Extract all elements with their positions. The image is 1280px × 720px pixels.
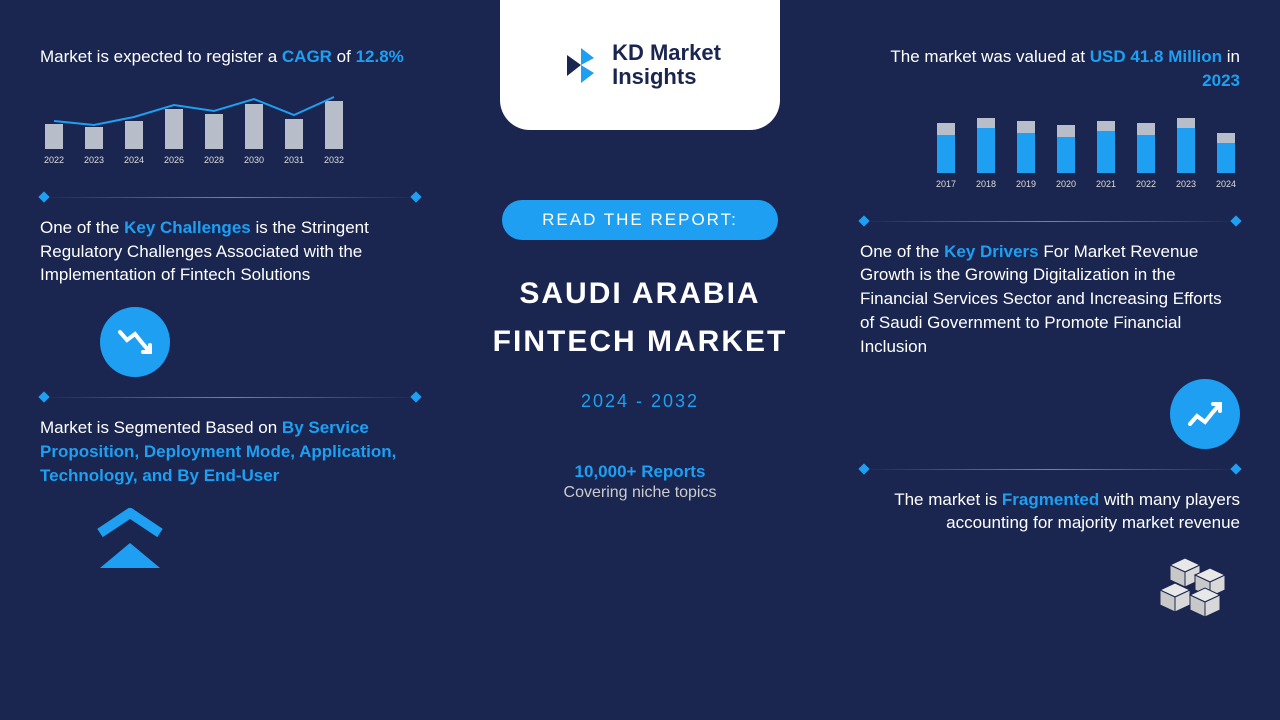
cagr-value: 12.8%	[356, 47, 404, 66]
main-title: SAUDI ARABIA FINTECH MARKET	[440, 270, 840, 366]
reports-sub: Covering niche topics	[440, 484, 840, 502]
value-text: The market was valued at USD 41.8 Millio…	[860, 45, 1240, 93]
center-column: KD Market Insights READ THE REPORT: SAUD…	[440, 0, 840, 720]
divider	[860, 221, 1240, 222]
value-mid: in	[1222, 47, 1240, 66]
title-line2: FINTECH MARKET	[440, 318, 840, 366]
value-hl: USD 41.8 Million	[1090, 47, 1222, 66]
cagr-mid: of	[332, 47, 356, 66]
cubes-icon	[1150, 550, 1240, 625]
reports-count: 10,000+ Reports	[440, 462, 840, 482]
cagr-label: CAGR	[282, 47, 332, 66]
value-year: 2023	[1202, 71, 1240, 90]
divider	[40, 197, 420, 198]
title-line1: SAUDI ARABIA	[440, 270, 840, 318]
fragmented-text: The market is Fragmented with many playe…	[860, 488, 1240, 536]
logo-text: KD Market Insights	[612, 41, 721, 89]
chevron-up-icon	[90, 508, 420, 583]
challenges-prefix: One of the	[40, 218, 124, 237]
challenges-hl: Key Challenges	[124, 218, 251, 237]
logo-line1: KD Market	[612, 41, 721, 65]
divider	[860, 469, 1240, 470]
cagr-prefix: Market is expected to register a	[40, 47, 282, 66]
down-arrow-icon	[100, 307, 170, 377]
frag-hl: Fragmented	[1002, 490, 1099, 509]
cagr-chart: 20222023202420262028203020312032	[40, 89, 420, 179]
year-range: 2024 - 2032	[440, 391, 840, 412]
logo-card: KD Market Insights	[500, 0, 780, 130]
up-trend-icon	[1170, 379, 1240, 449]
value-prefix: The market was valued at	[890, 47, 1089, 66]
read-report-button[interactable]: READ THE REPORT:	[502, 200, 778, 240]
frag-prefix: The market is	[894, 490, 1002, 509]
logo-line2: Insights	[612, 65, 721, 89]
segment-prefix: Market is Segmented Based on	[40, 418, 282, 437]
divider	[40, 397, 420, 398]
cagr-text: Market is expected to register a CAGR of…	[40, 45, 420, 69]
drivers-hl: Key Drivers	[944, 242, 1039, 261]
right-column: The market was valued at USD 41.8 Millio…	[860, 0, 1240, 720]
value-chart: 20172018201920202021202220232024	[860, 113, 1240, 203]
logo-icon	[559, 43, 604, 88]
segment-text: Market is Segmented Based on By Service …	[40, 416, 420, 487]
left-column: Market is expected to register a CAGR of…	[40, 0, 420, 720]
drivers-prefix: One of the	[860, 242, 944, 261]
challenges-text: One of the Key Challenges is the Stringe…	[40, 216, 420, 287]
drivers-text: One of the Key Drivers For Market Revenu…	[860, 240, 1240, 359]
